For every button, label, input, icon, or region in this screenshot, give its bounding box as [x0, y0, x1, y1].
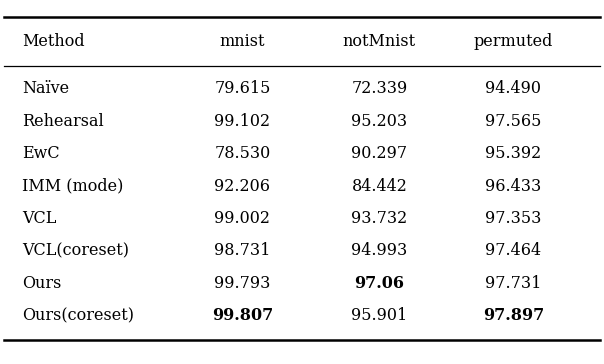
Text: Ours(coreset): Ours(coreset) — [22, 307, 134, 324]
Text: IMM (mode): IMM (mode) — [22, 178, 123, 195]
Text: 90.297: 90.297 — [352, 145, 408, 162]
Text: 97.464: 97.464 — [486, 242, 542, 259]
Text: 99.002: 99.002 — [214, 210, 271, 227]
Text: 93.732: 93.732 — [352, 210, 408, 227]
Text: 97.353: 97.353 — [485, 210, 542, 227]
Text: 95.392: 95.392 — [486, 145, 542, 162]
Text: 97.731: 97.731 — [485, 275, 542, 292]
Text: 94.993: 94.993 — [352, 242, 408, 259]
Text: 99.807: 99.807 — [212, 307, 273, 324]
Text: Ours: Ours — [22, 275, 62, 292]
Text: 95.203: 95.203 — [352, 113, 408, 130]
Text: 84.442: 84.442 — [352, 178, 407, 195]
Text: 72.339: 72.339 — [352, 80, 408, 98]
Text: EwC: EwC — [22, 145, 60, 162]
Text: mnist: mnist — [220, 33, 265, 50]
Text: 79.615: 79.615 — [214, 80, 271, 98]
Text: 78.530: 78.530 — [214, 145, 271, 162]
Text: 94.490: 94.490 — [486, 80, 541, 98]
Text: VCL(coreset): VCL(coreset) — [22, 242, 129, 259]
Text: VCL: VCL — [22, 210, 56, 227]
Text: notMnist: notMnist — [343, 33, 416, 50]
Text: 97.897: 97.897 — [483, 307, 544, 324]
Text: 92.206: 92.206 — [214, 178, 271, 195]
Text: permuted: permuted — [474, 33, 553, 50]
Text: 96.433: 96.433 — [486, 178, 542, 195]
Text: 98.731: 98.731 — [214, 242, 271, 259]
Text: Naïve: Naïve — [22, 80, 69, 98]
Text: 99.793: 99.793 — [214, 275, 271, 292]
Text: Method: Method — [22, 33, 85, 50]
Text: Rehearsal: Rehearsal — [22, 113, 104, 130]
Text: 95.901: 95.901 — [352, 307, 408, 324]
Text: 97.06: 97.06 — [355, 275, 405, 292]
Text: 99.102: 99.102 — [214, 113, 271, 130]
Text: 97.565: 97.565 — [485, 113, 542, 130]
